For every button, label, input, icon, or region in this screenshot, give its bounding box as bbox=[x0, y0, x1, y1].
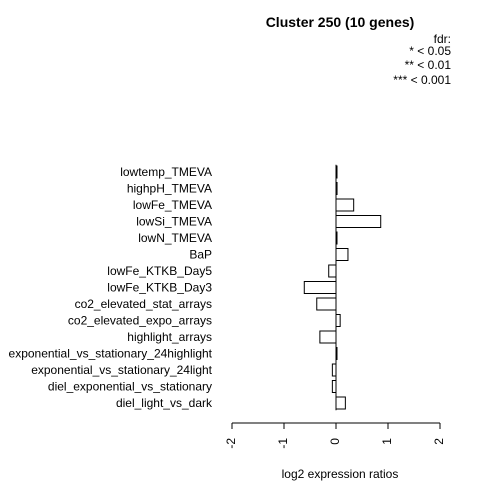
bar bbox=[303, 281, 337, 294]
bar bbox=[335, 248, 349, 261]
chart-title: Cluster 250 (10 genes) bbox=[266, 14, 415, 30]
category-label: diel_light_vs_dark bbox=[116, 396, 213, 410]
category-label: lowSi_TMEVA bbox=[136, 215, 212, 229]
bar bbox=[335, 198, 355, 212]
legend: fdr: * < 0.05 ** < 0.01 *** < 0.001 bbox=[393, 32, 451, 87]
category-label: lowFe_TMEVA bbox=[133, 198, 212, 212]
legend-entry-2: ** < 0.01 bbox=[405, 58, 452, 72]
x-tick-label: 2 bbox=[432, 438, 446, 445]
x-axis: -2 -1 0 1 2 bbox=[224, 422, 446, 449]
category-label: highlight_arrays bbox=[127, 330, 212, 344]
bar bbox=[316, 297, 337, 311]
x-tick-label: -1 bbox=[276, 438, 290, 449]
bars bbox=[303, 165, 382, 410]
category-labels: lowtemp_TMEVA highpH_TMEVA lowFe_TMEVA lowS… bbox=[9, 165, 213, 410]
category-label: co2_elevated_expo_arrays bbox=[68, 314, 212, 328]
legend-entry-3: *** < 0.001 bbox=[393, 73, 451, 87]
category-label: diel_exponential_vs_stationary bbox=[48, 380, 212, 394]
category-label: co2_elevated_stat_arrays bbox=[75, 297, 212, 311]
category-label: exponential_vs_stationary_24light bbox=[31, 363, 212, 377]
legend-title: fdr: bbox=[434, 32, 451, 46]
x-tick-label: 0 bbox=[328, 438, 342, 445]
bar bbox=[319, 330, 337, 344]
category-label: exponential_vs_stationary_24highlight bbox=[9, 347, 213, 361]
x-tick-label: 1 bbox=[380, 438, 394, 445]
bar bbox=[335, 215, 382, 228]
category-label: lowN_TMEVA bbox=[138, 231, 212, 245]
x-axis-label: log2 expression ratios bbox=[282, 467, 399, 481]
bar bbox=[328, 264, 337, 278]
category-label: lowFe_KTKB_Day3 bbox=[107, 281, 212, 295]
x-tick-label: -2 bbox=[224, 438, 238, 449]
bar bbox=[335, 314, 341, 327]
bar bbox=[331, 363, 337, 377]
bar bbox=[335, 396, 346, 410]
legend-entry-1: * < 0.05 bbox=[409, 44, 451, 58]
category-label: lowFe_KTKB_Day5 bbox=[107, 264, 212, 278]
category-label: lowtemp_TMEVA bbox=[120, 165, 212, 179]
category-label: BaP bbox=[189, 248, 212, 262]
bar bbox=[331, 380, 337, 393]
category-label: highpH_TMEVA bbox=[127, 182, 212, 196]
